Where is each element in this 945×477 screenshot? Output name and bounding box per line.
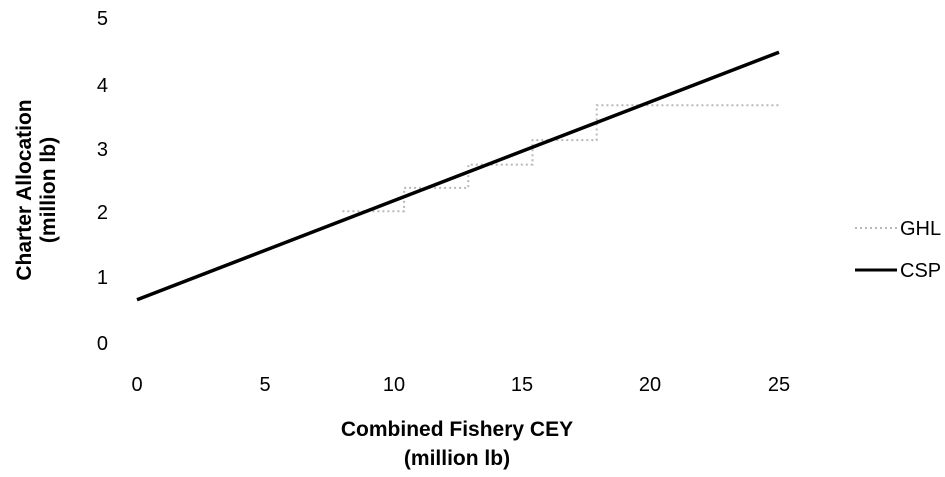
y-tick-labels: 5 4 3 2 1 0 bbox=[97, 8, 108, 355]
series-line-csp bbox=[136, 50, 780, 302]
y-tick-label: 0 bbox=[97, 333, 108, 355]
legend-item-csp: CSP bbox=[855, 260, 941, 282]
x-tick-labels: 0 5 10 15 20 25 bbox=[131, 374, 790, 396]
plot-area bbox=[136, 50, 780, 302]
y-axis-title-line2: (million lb) bbox=[37, 137, 60, 243]
legend-label-csp: CSP bbox=[900, 260, 941, 282]
x-tick-label: 0 bbox=[131, 374, 142, 396]
y-axis-title: Charter Allocation (million lb) bbox=[13, 99, 60, 280]
legend-label-ghl: GHL bbox=[900, 218, 941, 240]
x-axis-title: Combined Fishery CEY (million lb) bbox=[341, 418, 573, 470]
x-tick-label: 25 bbox=[768, 374, 790, 396]
y-tick-label: 4 bbox=[97, 75, 108, 97]
x-axis-title-line1: Combined Fishery CEY bbox=[341, 418, 573, 441]
y-tick-label: 2 bbox=[97, 202, 108, 224]
y-tick-label: 1 bbox=[97, 267, 108, 289]
x-axis-title-line2: (million lb) bbox=[404, 447, 510, 470]
y-tick-label: 5 bbox=[97, 8, 108, 30]
x-tick-label: 5 bbox=[259, 374, 270, 396]
x-tick-label: 20 bbox=[639, 374, 661, 396]
legend-item-ghl: GHL bbox=[855, 218, 941, 240]
y-axis-title-line1: Charter Allocation bbox=[13, 99, 36, 280]
x-tick-label: 10 bbox=[383, 374, 405, 396]
y-tick-label: 3 bbox=[97, 139, 108, 161]
legend: GHL CSP bbox=[855, 218, 941, 282]
x-tick-label: 15 bbox=[511, 374, 533, 396]
